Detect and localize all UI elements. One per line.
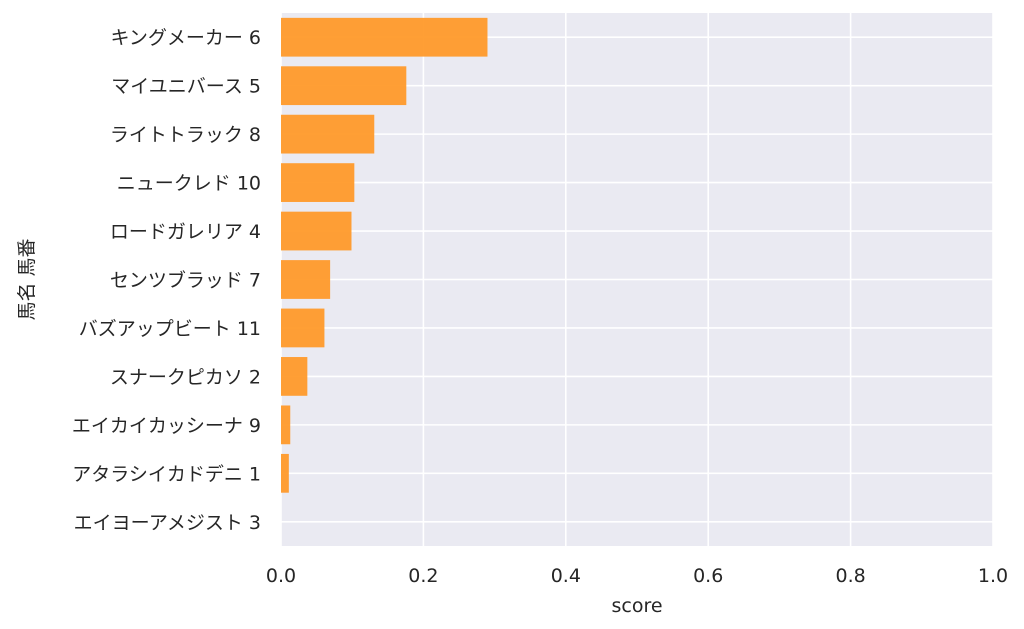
category-label: センツブラッド 7 xyxy=(110,269,261,292)
bar xyxy=(281,308,325,348)
x-axis-title: score xyxy=(611,595,662,617)
category-label: ライトトラック 8 xyxy=(110,124,261,146)
x-tick-label: 0.6 xyxy=(693,565,723,587)
bar xyxy=(281,260,331,299)
bars xyxy=(281,17,488,493)
bar xyxy=(281,211,352,251)
x-tick-label: 1.0 xyxy=(978,565,1008,587)
grid-lines xyxy=(280,13,994,546)
bar xyxy=(281,453,289,493)
category-label: アタラシイカドデニ 1 xyxy=(72,463,261,485)
category-label: ロードガレリア 4 xyxy=(110,221,261,243)
category-label: エイヨーアメジスト 3 xyxy=(74,512,261,534)
category-labels: キングメーカー 6 マイユニバース 5 ライトトラック 8 ニュークレド 10 ロードガ… xyxy=(72,27,261,534)
category-label: ニュークレド 10 xyxy=(117,173,261,195)
bar xyxy=(281,114,375,154)
x-tick-label: 0.8 xyxy=(835,565,865,587)
bar xyxy=(281,163,355,202)
bar xyxy=(281,17,488,57)
bar xyxy=(281,66,407,106)
x-tick-label: 0.0 xyxy=(266,565,296,587)
x-tick-label: 0.4 xyxy=(551,565,581,587)
x-tick-label: 0.2 xyxy=(408,565,438,587)
category-label: バズアップビート 11 xyxy=(79,318,261,340)
category-label: キングメーカー 6 xyxy=(110,27,261,49)
category-label: マイユニバース 5 xyxy=(111,76,261,98)
category-label: エイカイカッシーナ 9 xyxy=(72,415,261,437)
category-label: スナークピカソ 2 xyxy=(110,366,261,388)
bar xyxy=(281,405,291,445)
y-axis-title: 馬名 馬番 xyxy=(16,238,38,320)
bar xyxy=(281,357,308,396)
x-tick-labels: 0.0 0.2 0.4 0.6 0.8 1.0 xyxy=(266,565,1008,587)
